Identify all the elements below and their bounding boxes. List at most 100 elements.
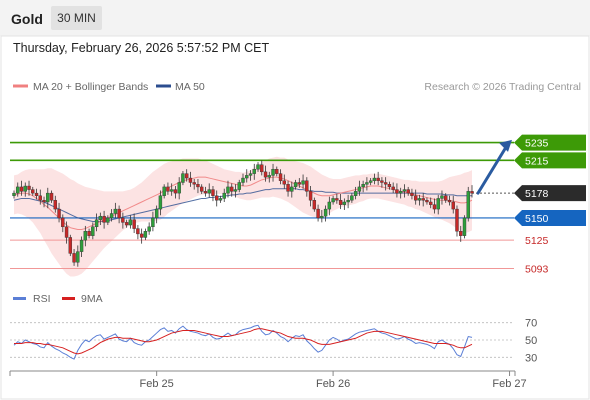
bullish-candle: [222, 192, 226, 199]
support-label-5150: 5150: [525, 213, 549, 225]
bullish-candle: [128, 219, 133, 226]
bullish-candle: [462, 217, 467, 236]
bullish-candle: [248, 173, 253, 176]
current-price-badge: [514, 185, 586, 202]
bearish-candle: [275, 168, 279, 174]
bearish-candle: [31, 189, 35, 194]
chart-frame: [0, 35, 590, 400]
bearish-candle: [316, 208, 320, 219]
bullish-candle: [331, 198, 335, 203]
header-bar: Gold 30 MIN: [0, 0, 590, 36]
bullish-candle: [91, 226, 95, 236]
bullish-candle: [440, 195, 444, 199]
bearish-candle: [166, 186, 170, 192]
bearish-candle: [124, 222, 129, 226]
bearish-candle: [38, 195, 42, 201]
forecast-arrow-layer: [476, 139, 512, 195]
bearish-candle: [53, 200, 57, 210]
bullish-candle: [323, 208, 328, 217]
bullish-candle: [301, 180, 305, 185]
forecast-arrow-head: [499, 139, 512, 152]
bullish-candle: [151, 217, 155, 228]
bullish-candle: [177, 182, 181, 194]
bearish-candle: [395, 189, 399, 194]
bullish-candle: [327, 201, 332, 210]
bullish-candle: [147, 226, 151, 232]
bearish-candle: [455, 208, 459, 232]
bearish-candle: [102, 215, 106, 223]
bearish-candle: [410, 192, 414, 196]
bullish-candle: [365, 182, 369, 185]
resistance-label-5215: 5215: [525, 155, 549, 167]
bearish-candle: [429, 201, 433, 205]
bullish-candle: [79, 239, 84, 252]
bearish-candle: [447, 200, 452, 203]
instrument-name: Gold: [11, 11, 43, 27]
copyright-label: Research © 2026 Trading Central: [424, 81, 581, 93]
ma20-legend-swatch: [13, 84, 28, 88]
bearish-candle: [338, 200, 343, 205]
bullish-candle: [342, 201, 347, 205]
bearish-candle: [64, 226, 69, 238]
bullish-candle: [154, 208, 159, 219]
bearish-candle: [72, 253, 76, 263]
support-badge-5150: [514, 209, 586, 226]
bearish-candle: [184, 173, 189, 179]
bullish-candle: [76, 251, 80, 263]
rsi-tick-label-30: 30: [525, 352, 537, 364]
bullish-candle: [12, 192, 16, 196]
ma20-legend-label: MA 20 + Bollinger Bands: [33, 81, 148, 93]
time-axis-label: Feb 25: [140, 378, 174, 390]
bearish-candle: [444, 195, 448, 201]
bearish-candle: [470, 191, 474, 194]
bullish-candle: [436, 198, 440, 210]
bearish-candle: [312, 200, 317, 210]
bullish-candle: [237, 182, 241, 190]
bollinger-band: [14, 156, 472, 277]
current-price-label: 5178: [525, 188, 549, 200]
minor-level-label-5125: 5125: [525, 235, 549, 247]
bearish-candle: [49, 192, 54, 201]
resistance-badge-5235: [514, 134, 586, 151]
time-axis-label: Feb 27: [492, 378, 526, 390]
bullish-candle: [368, 180, 373, 183]
resistance-label-5235: 5235: [525, 138, 549, 150]
bearish-candle: [68, 237, 73, 254]
bearish-candle: [19, 186, 24, 192]
timeframe-button[interactable]: 30 MIN: [51, 6, 102, 30]
bearish-candle: [173, 189, 178, 194]
bearish-candle: [305, 180, 309, 192]
bearish-candle: [200, 186, 204, 192]
bearish-candle: [413, 195, 418, 201]
bullish-candle: [417, 198, 422, 201]
bullish-candle: [290, 186, 294, 192]
rsi-legend-label: RSI: [33, 293, 51, 305]
rsi-tick-label-70: 70: [525, 318, 537, 330]
bearish-candle: [297, 182, 302, 185]
bearish-candle: [260, 164, 264, 173]
bullish-candle: [398, 191, 403, 194]
rsi-tick-label-50: 50: [525, 335, 537, 347]
bullish-candle: [207, 189, 211, 194]
rsi-panel: 70 50 30: [10, 318, 537, 364]
bullish-candle: [106, 217, 110, 223]
bearish-candle: [215, 195, 219, 201]
rsi-ma-legend-swatch: [62, 297, 75, 300]
bullish-candle: [252, 168, 256, 174]
bearish-candle: [117, 208, 121, 219]
bearish-candle: [203, 191, 208, 194]
bullish-candle: [83, 231, 88, 241]
level-lines-layer: [10, 141, 514, 269]
bullish-candle: [162, 186, 166, 196]
bearish-candle: [42, 200, 46, 203]
level-labels-layer: 5235 5215 5178 5150 5125 5093: [514, 134, 586, 275]
bullish-candle: [245, 175, 249, 179]
bearish-candle: [27, 185, 31, 190]
bearish-candle: [132, 219, 136, 229]
bearish-candle: [308, 191, 313, 201]
bullish-candle: [346, 200, 350, 203]
bullish-candle: [267, 175, 271, 178]
bullish-candle: [46, 192, 50, 203]
bullish-candle: [241, 177, 245, 183]
